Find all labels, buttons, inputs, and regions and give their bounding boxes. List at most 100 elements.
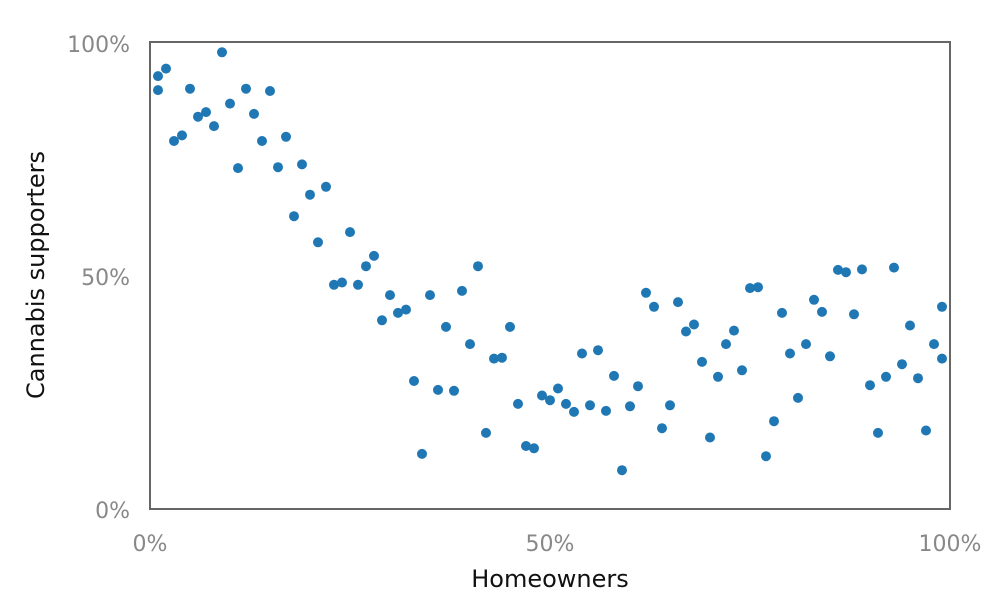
data-point-19 [297,159,307,170]
data-point-71 [713,371,723,382]
data-point-22 [321,181,331,192]
data-point-2 [161,63,171,74]
data-point-83 [809,294,819,305]
data-point-29 [377,315,387,326]
data-point-63 [649,301,659,312]
data-point-76 [753,282,763,293]
data-point-68 [689,319,699,330]
data-point-84 [817,306,827,317]
data-point-44 [497,352,507,363]
data-point-45 [505,321,515,332]
data-point-40 [465,339,475,350]
data-point-77 [761,451,771,462]
data-point-21 [313,237,323,248]
data-point-91 [873,427,883,438]
data-point-95 [905,320,915,331]
data-point-78 [769,416,779,427]
data-point-56 [593,345,603,356]
data-point-27 [361,261,371,272]
data-point-94 [897,359,907,370]
data-point-92 [881,371,891,382]
data-point-39 [457,285,467,296]
data-point-18 [289,211,299,222]
data-point-30 [385,290,395,301]
data-point-62 [641,287,651,298]
data-point-43 [489,353,499,364]
y-axis-label: Cannabis supporters [22,151,50,399]
data-point-53 [569,406,579,417]
data-point-100 [937,353,947,364]
data-point-28 [369,250,379,261]
plot-frame [149,41,951,510]
data-point-49 [537,390,547,401]
data-point-3 [169,136,179,146]
data-point-61 [633,381,643,392]
x-tick-label-0: 0% [133,532,168,557]
y-tick-label-50: 50% [81,266,130,291]
data-point-52 [561,398,571,409]
data-points [153,47,947,476]
data-point-75 [745,283,755,294]
x-tick-label-50: 50% [526,532,575,557]
data-point-98 [929,339,939,350]
data-point-85 [825,351,835,362]
data-point-89 [857,264,867,275]
data-point-67 [681,326,691,337]
data-point-25 [345,227,355,238]
data-point-70 [705,432,715,443]
data-point-74 [737,365,747,376]
data-point-86 [833,264,843,275]
data-point-96 [913,373,923,384]
data-point-34 [417,448,427,459]
data-point-66 [673,297,683,308]
data-point-87 [841,267,851,278]
data-point-11 [233,163,243,174]
data-point-31 [393,307,403,318]
data-point-82 [801,339,811,350]
data-point-13 [249,108,259,119]
x-tick-label-100: 100% [919,532,982,557]
data-point-60 [625,401,635,412]
data-point-24 [337,277,347,288]
data-point-9 [217,47,227,58]
data-point-0 [153,71,163,82]
data-point-41 [473,261,483,272]
data-point-72 [721,339,731,350]
data-point-69 [697,356,707,367]
data-point-20 [305,189,315,200]
data-point-64 [657,423,667,434]
data-point-33 [409,376,419,386]
data-point-88 [849,309,859,320]
data-point-59 [617,465,627,476]
data-point-51 [553,383,563,394]
data-point-10 [225,98,235,109]
data-point-79 [777,307,787,318]
data-point-46 [513,398,523,409]
data-point-90 [865,380,875,391]
data-point-12 [241,83,251,94]
data-point-5 [185,83,195,94]
data-point-8 [209,121,219,132]
data-point-47 [521,441,531,451]
data-point-32 [401,304,411,315]
data-point-1 [153,85,163,96]
data-point-48 [529,443,539,454]
data-point-97 [921,425,931,436]
data-point-23 [329,279,339,290]
x-axis-label: Homeowners [471,565,629,593]
data-point-57 [601,405,611,416]
data-point-50 [545,395,555,406]
y-tick-label-0: 0% [95,499,130,524]
data-point-17 [281,131,291,142]
data-point-15 [265,86,275,96]
data-point-37 [441,321,451,332]
data-point-55 [585,400,595,411]
data-point-16 [273,162,283,173]
data-point-38 [449,385,459,396]
data-point-36 [433,384,443,395]
data-point-6 [193,111,203,122]
data-point-7 [201,107,211,118]
data-point-65 [665,400,675,411]
data-point-26 [353,279,363,290]
